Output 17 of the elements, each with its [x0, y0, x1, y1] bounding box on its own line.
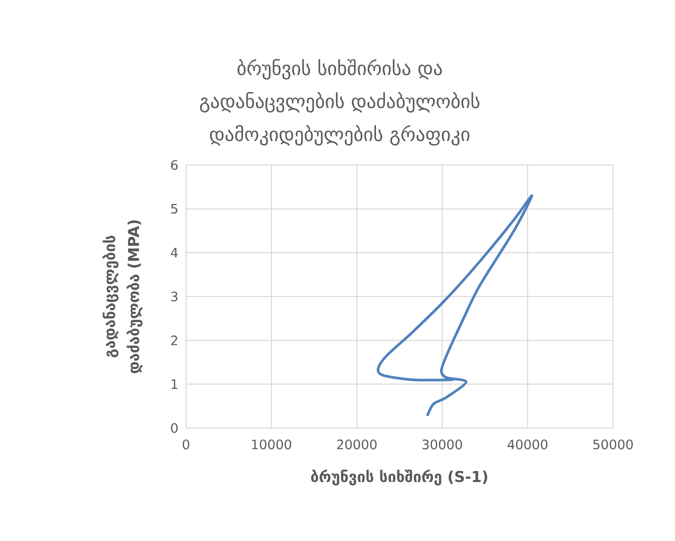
- chart-title: ბრუნვის სიხშირისა და გადანაცვლების დაძაბულობის დამოკიდებულების გრაფიკი: [200, 59, 480, 146]
- y-tick-label: 5: [171, 204, 178, 214]
- x-tick-label: 0: [182, 440, 190, 450]
- y-tick-label: 0: [171, 423, 178, 433]
- line-series: [376, 194, 534, 416]
- x-tick-label: 50000: [593, 440, 633, 450]
- y-tick-label: 2: [171, 336, 178, 346]
- y-tick-label: 6: [171, 160, 178, 170]
- x-axis-title: ბრუნვის სიხშირე (S-1): [311, 470, 488, 486]
- y-tick-label: 1: [172, 379, 178, 389]
- y-axis-title: გადანაცვლების დაძაბულობა (MPA): [102, 220, 142, 374]
- x-tick-label: 40000: [508, 440, 548, 450]
- x-tick-label: 30000: [422, 440, 462, 450]
- y-tick-label: 3: [171, 292, 178, 302]
- x-tick-label: 10000: [252, 440, 292, 450]
- y-tick-label: 4: [170, 248, 178, 258]
- x-tick-label: 20000: [337, 440, 377, 450]
